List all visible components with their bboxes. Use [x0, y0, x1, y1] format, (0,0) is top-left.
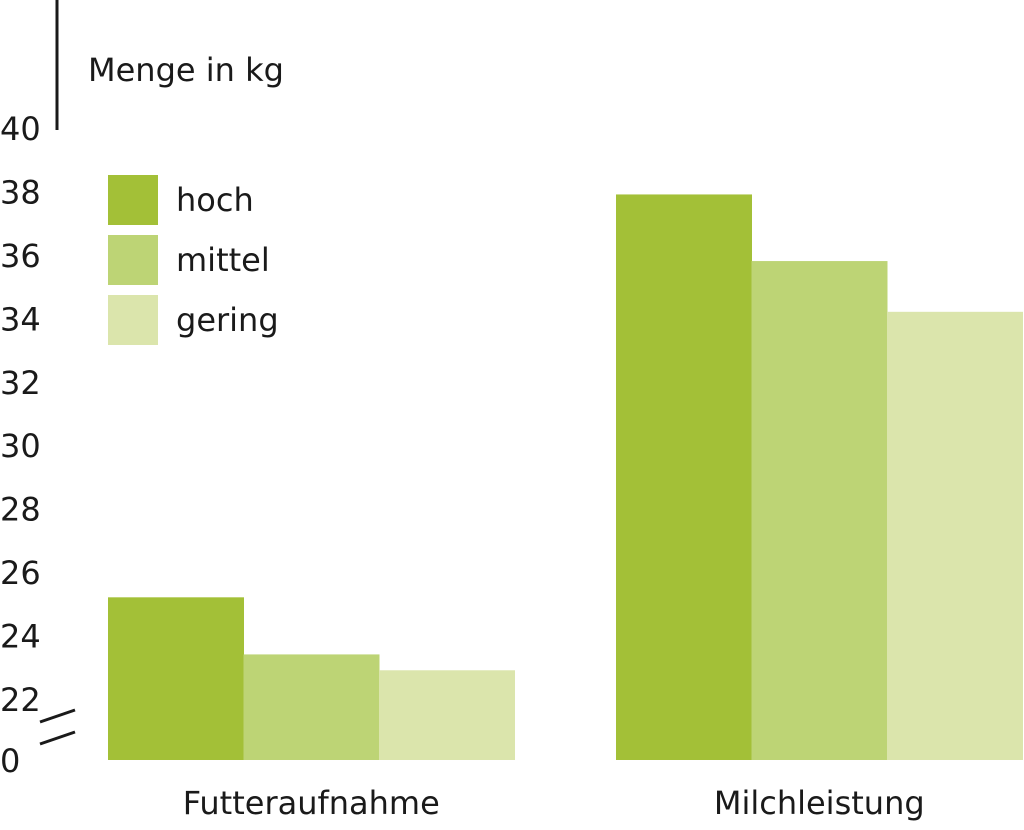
- axis-break: [39, 708, 76, 746]
- legend-swatch: [108, 235, 158, 285]
- y-axis-label: Menge in kg: [88, 51, 284, 89]
- y-tick-label: 38: [0, 173, 41, 211]
- y-tick-label: 0: [0, 742, 20, 780]
- legend-swatch: [108, 295, 158, 345]
- y-tick-label: 26: [0, 554, 41, 592]
- y-tick-label: 32: [0, 364, 41, 402]
- bar: [379, 670, 515, 760]
- bar: [243, 654, 380, 760]
- y-tick-label: 24: [0, 618, 41, 656]
- y-tick-label: 34: [0, 300, 41, 338]
- legend-label: mittel: [176, 241, 270, 279]
- legend-label: hoch: [176, 181, 254, 219]
- bar: [108, 597, 244, 760]
- y-tick-label: 22: [0, 681, 41, 719]
- y-tick-label: 40: [0, 110, 41, 148]
- bar: [751, 261, 888, 760]
- x-tick-label: Milchleistung: [714, 784, 925, 822]
- x-tick-label: Futteraufnahme: [183, 784, 440, 822]
- bar: [887, 311, 1023, 760]
- y-tick-label: 28: [0, 491, 41, 529]
- legend-swatch: [108, 175, 158, 225]
- y-tick-label: 30: [0, 427, 41, 465]
- bar: [616, 194, 752, 760]
- y-tick-label: 36: [0, 237, 41, 275]
- legend-label: gering: [176, 301, 279, 339]
